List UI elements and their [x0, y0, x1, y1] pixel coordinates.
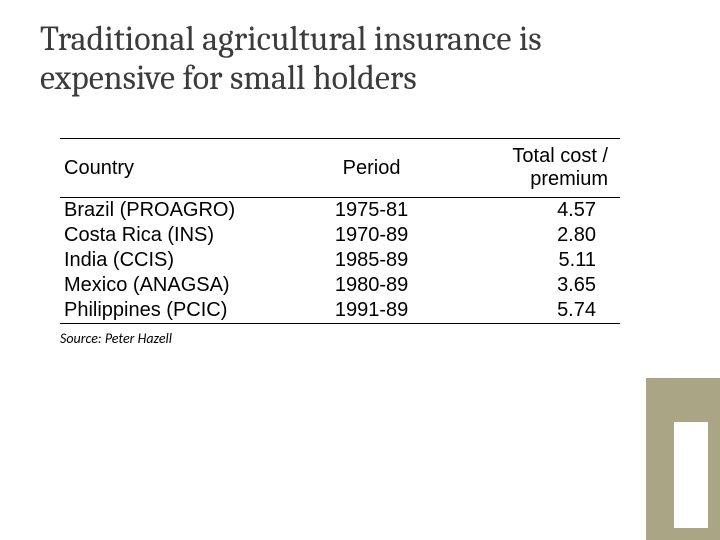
table-header-row: Country Period Total cost / premium: [60, 139, 620, 198]
slide-title: Traditional agricultural insurance is ex…: [40, 20, 680, 98]
cell-cost: 2.80: [441, 223, 620, 248]
cell-cost: 5.11: [441, 248, 620, 273]
slide: Traditional agricultural insurance is ex…: [0, 0, 720, 540]
cell-country: Mexico (ANAGSA): [60, 273, 306, 298]
cell-period: 1980-89: [306, 273, 440, 298]
cell-country: Costa Rica (INS): [60, 223, 306, 248]
table-row: Brazil (PROAGRO) 1975-81 4.57: [60, 198, 620, 224]
cost-table: Country Period Total cost / premium Braz…: [60, 138, 620, 324]
cell-cost: 5.74: [441, 298, 620, 324]
table-wrapper: Country Period Total cost / premium Braz…: [60, 138, 620, 324]
table-row: India (CCIS) 1985-89 5.11: [60, 248, 620, 273]
header-period: Period: [306, 139, 440, 198]
cell-period: 1975-81: [306, 198, 440, 224]
header-cost: Total cost / premium: [441, 139, 620, 198]
cell-cost: 4.57: [441, 198, 620, 224]
cell-period: 1970-89: [306, 223, 440, 248]
table-row: Costa Rica (INS) 1970-89 2.80: [60, 223, 620, 248]
source-note: Source: Peter Hazell: [60, 330, 680, 347]
cell-country: Philippines (PCIC): [60, 298, 306, 324]
header-country: Country: [60, 139, 306, 198]
table-row: Mexico (ANAGSA) 1980-89 3.65: [60, 273, 620, 298]
cell-country: India (CCIS): [60, 248, 306, 273]
table-row: Philippines (PCIC) 1991-89 5.74: [60, 298, 620, 324]
cell-period: 1991-89: [306, 298, 440, 324]
cell-cost: 3.65: [441, 273, 620, 298]
cell-country: Brazil (PROAGRO): [60, 198, 306, 224]
cell-period: 1985-89: [306, 248, 440, 273]
table-body: Brazil (PROAGRO) 1975-81 4.57 Costa Rica…: [60, 198, 620, 324]
decoration-inner: [674, 422, 708, 528]
